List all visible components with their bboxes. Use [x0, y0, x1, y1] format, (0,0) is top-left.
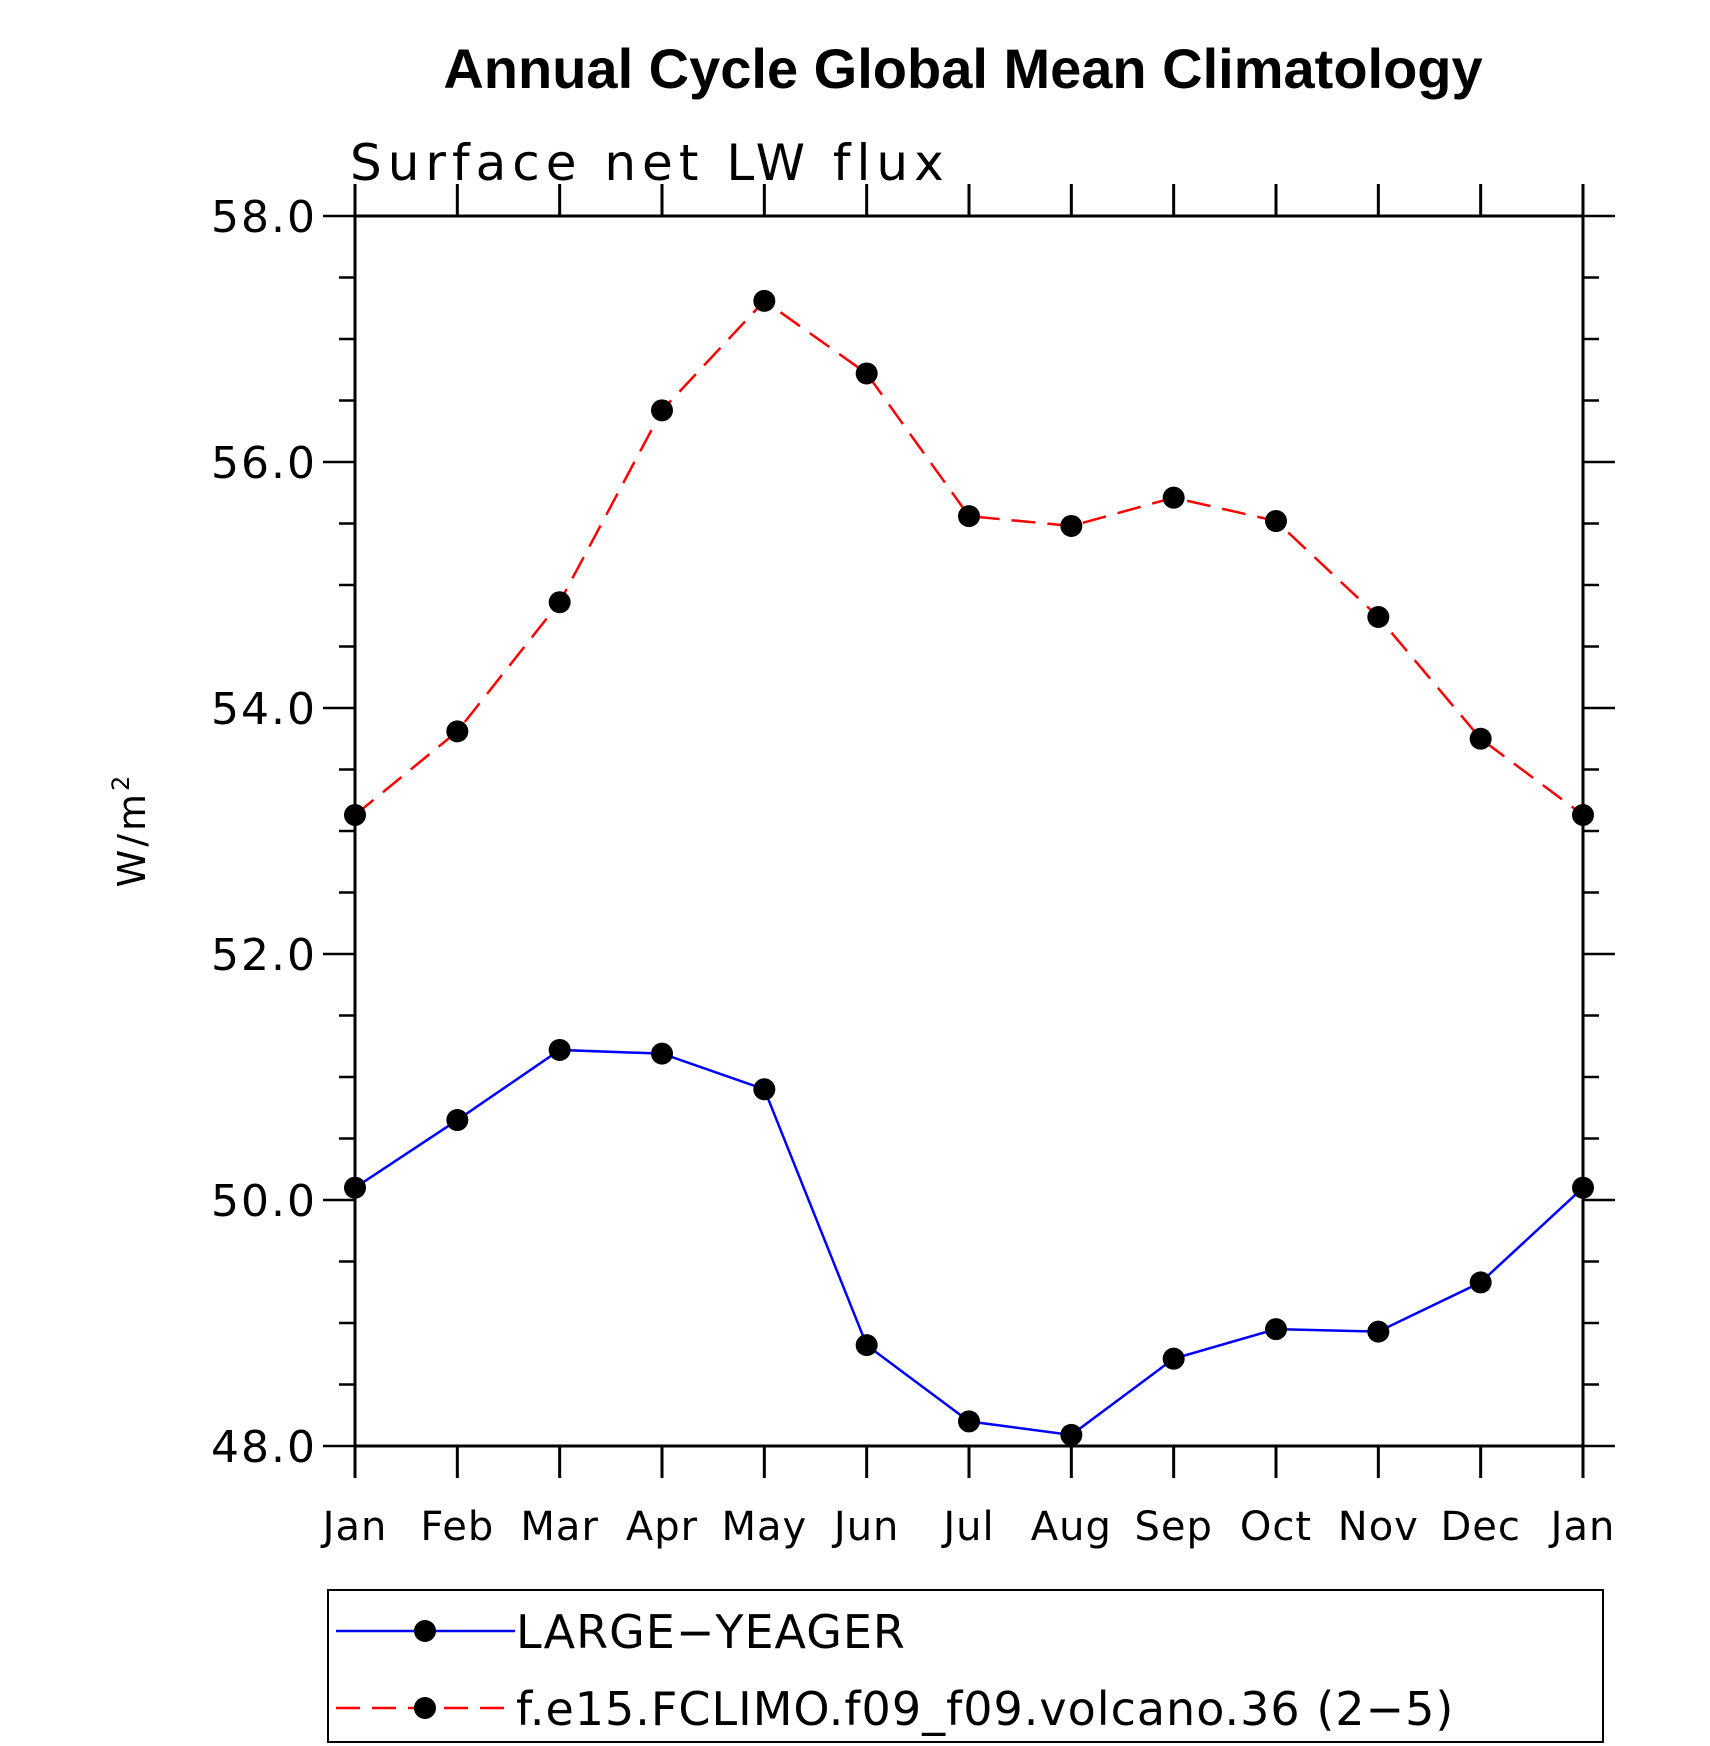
x-tick-label: Dec	[1440, 1504, 1520, 1550]
series-line-1	[354, 299, 1584, 817]
data-point-series-0	[753, 1078, 776, 1101]
data-point-series-0	[1367, 1320, 1390, 1343]
y-tick-label: 50.0	[211, 1176, 317, 1227]
y-axis-label-base: W/m	[110, 791, 154, 887]
data-point-series-0	[1060, 1423, 1083, 1446]
chart-subtitle: Surface net LW flux	[350, 134, 950, 192]
data-point-series-0	[958, 1410, 980, 1433]
data-point-series-0	[548, 1038, 571, 1061]
plot-area: Jan Feb Mar Apr May Jun Jul Aug Sep Oct Nov Dec Jan4…	[211, 184, 1615, 1550]
data-point-series-1	[344, 804, 366, 827]
data-point-series-0	[446, 1109, 469, 1132]
data-point-series-0	[1572, 1176, 1594, 1199]
data-point-series-1	[1060, 514, 1083, 537]
y-tick-label: 58.0	[211, 192, 317, 243]
x-tick-label: Jun	[831, 1504, 900, 1550]
data-point-series-0	[1265, 1318, 1287, 1341]
data-point-series-1	[958, 505, 980, 528]
x-tick-label: Oct	[1240, 1504, 1312, 1550]
data-point-series-1	[1572, 804, 1594, 827]
data-point-series-1	[1162, 486, 1185, 509]
data-point-series-0	[1469, 1271, 1492, 1294]
legend-label-volcano: f.e15.FCLIMO.f09_f09.volcano.36 (2−5)	[516, 1682, 1454, 1736]
x-tick-label: Mar	[520, 1504, 598, 1550]
data-point-series-0	[855, 1334, 878, 1357]
data-point-series-1	[1367, 605, 1390, 628]
data-point-series-1	[548, 591, 571, 614]
y-tick-label: 48.0	[211, 1422, 317, 1473]
data-point-series-1	[855, 362, 878, 385]
y-axis-label-superscript: 2	[107, 773, 135, 791]
data-point-series-1	[446, 720, 469, 743]
data-point-series-0	[1162, 1347, 1185, 1370]
y-axis-label: W/m2	[107, 773, 154, 888]
data-point-series-1	[1265, 510, 1287, 533]
legend-box	[327, 1589, 1604, 1743]
legend-marker-volcano	[414, 1697, 436, 1719]
data-point-series-1	[1469, 727, 1492, 750]
data-point-series-1	[651, 399, 673, 422]
x-tick-label: Feb	[420, 1504, 494, 1550]
legend: LARGE−YEAGER f.e15.FCLIMO.f09_f09.volcan…	[327, 1589, 1604, 1743]
data-point-series-0	[344, 1176, 366, 1199]
x-tick-label: Jan	[320, 1504, 388, 1550]
legend-marker-large-yeager	[414, 1620, 436, 1642]
x-tick-label: Apr	[626, 1504, 698, 1550]
data-point-series-1	[753, 289, 776, 312]
legend-label-large-yeager: LARGE−YEAGER	[516, 1605, 906, 1659]
data-point-series-0	[651, 1042, 673, 1065]
plot-frame	[353, 214, 1585, 1448]
series-line-0	[354, 1048, 1584, 1437]
y-tick-label: 56.0	[211, 438, 317, 489]
x-tick-label: Sep	[1134, 1504, 1212, 1550]
x-tick-label: Jul	[940, 1504, 994, 1550]
chart-title: Annual Cycle Global Mean Climatology	[443, 37, 1482, 100]
y-tick-label: 54.0	[211, 684, 317, 735]
x-tick-label: Jan	[1548, 1504, 1616, 1550]
y-tick-label: 52.0	[211, 930, 317, 981]
x-tick-label: May	[721, 1504, 807, 1550]
x-tick-label: Aug	[1031, 1504, 1112, 1550]
x-tick-label: Nov	[1338, 1504, 1419, 1550]
